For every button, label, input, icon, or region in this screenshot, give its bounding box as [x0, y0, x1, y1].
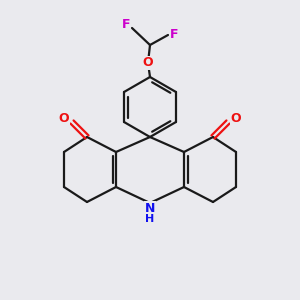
Text: O: O: [59, 112, 69, 124]
Text: F: F: [122, 19, 130, 32]
Text: O: O: [231, 112, 241, 124]
Text: F: F: [170, 28, 178, 40]
Text: O: O: [143, 56, 153, 70]
Text: N: N: [145, 202, 155, 214]
Text: H: H: [146, 214, 154, 224]
